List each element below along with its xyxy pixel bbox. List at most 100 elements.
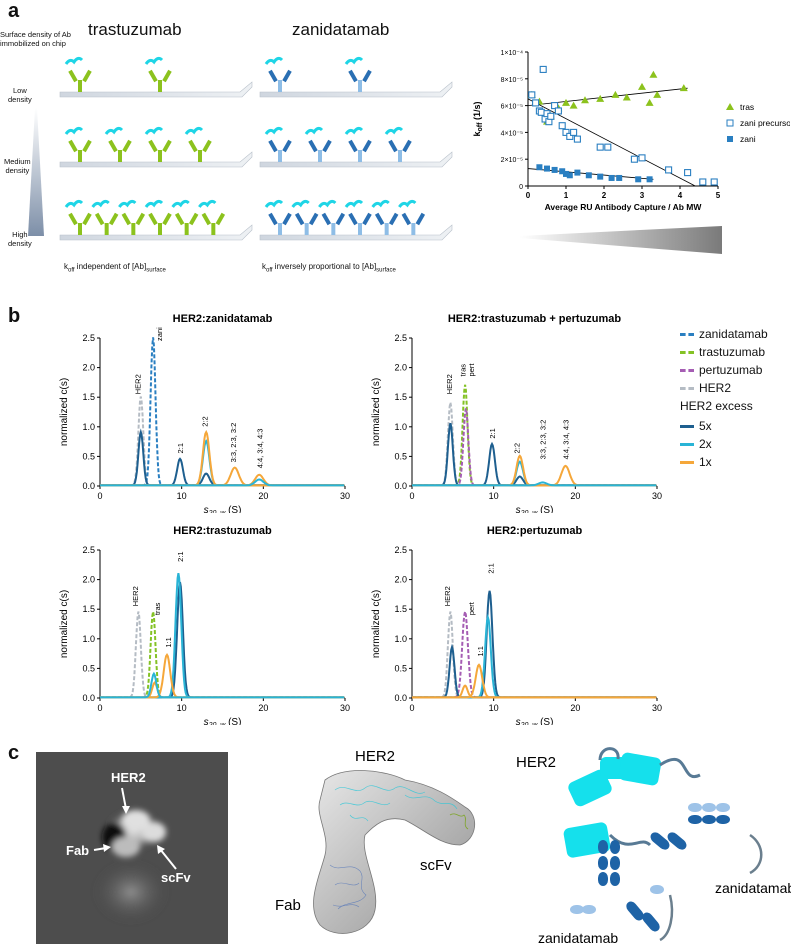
koff-point-zani-precursor [665, 166, 673, 174]
sv-y-label: normalized c(s) [371, 590, 382, 658]
zani-scfv [702, 803, 716, 812]
legend-label: HER2 [699, 381, 732, 395]
antibody-stem [104, 223, 109, 235]
panel-b-letter: b [8, 305, 21, 327]
sv-x-tick-label: 30 [652, 703, 662, 713]
koff-point-tras [622, 93, 631, 101]
sv-x-tick-label: 0 [97, 491, 102, 501]
zani-scfv [570, 905, 584, 914]
koff-point-zani [635, 176, 642, 183]
antibody-stem [384, 223, 389, 235]
koff-x-tick-label: 5 [716, 191, 721, 200]
zani-domain [610, 872, 620, 886]
zani-domain [598, 856, 608, 870]
sv-peak-1x [412, 454, 657, 487]
sv-y-tick-label: 2.5 [82, 333, 95, 343]
her2-domain [618, 752, 662, 786]
koff-point-zani [544, 165, 550, 172]
sv-peak-1x [412, 464, 657, 487]
sv-chart-title: HER2:trastuzumab + pertuzumab [448, 313, 622, 325]
chip-surface [259, 81, 453, 98]
sv-x-label: s20, w (S) [516, 505, 554, 513]
antibody-arm [82, 139, 92, 153]
sv-annotation: 2:2 [513, 443, 522, 453]
sv-y-tick-label: 0.0 [394, 693, 407, 703]
antibody-arm [148, 212, 158, 226]
her2-bound [344, 56, 364, 65]
sv-chart-title: HER2:trastuzumab [173, 525, 272, 537]
sv-annotation: 1:1 [164, 637, 173, 647]
zani-domain [598, 840, 608, 854]
sv-x-tick-label: 20 [570, 703, 580, 713]
sv-annotation: 1:1 [476, 646, 485, 656]
koff-point-zani [574, 169, 581, 176]
antibody-stem [78, 80, 82, 92]
rotation-arrow [749, 833, 763, 875]
zani-fc [642, 912, 660, 932]
legend-excess-item: 5x [680, 417, 790, 435]
antibody-stem [304, 223, 309, 235]
koff-point-zani-precursor [630, 155, 638, 163]
koff-point-tras [645, 98, 654, 106]
koff-inverse-note: koff inversely proportional to [Ab]surfa… [262, 262, 396, 274]
map-fab-label: Fab [275, 897, 301, 914]
antibody-arm [268, 212, 278, 226]
koff-x-tick-label: 0 [526, 191, 531, 200]
antibody-arm [135, 212, 146, 226]
sv-y-tick-label: 2.0 [394, 575, 407, 585]
legend-label: zanidatamab [699, 327, 768, 341]
sv-y-tick-label: 0.0 [82, 481, 95, 491]
panel-c-letter: c [8, 742, 20, 764]
sv-chart-zanidatamab: HER2:zanidatamab 0.0 0.5 1.0 1.5 2.0 2.5 0 10 20 3… [59, 313, 350, 513]
em-class-average-image: HER2 Fab scFv [36, 752, 228, 944]
her2-bound [264, 126, 284, 135]
em-scfv-label: scFv [161, 870, 191, 885]
sv-y-tick-label: 2.0 [82, 575, 95, 585]
koff-y-label: koff (1/s) [472, 102, 484, 137]
sv-annotation: 4:4, 3:4, 4:3 [562, 420, 571, 460]
antibody-arm [348, 212, 358, 226]
koff-point-zani [646, 176, 653, 183]
sv-y-tick-label: 0.5 [394, 451, 407, 461]
antibody-stem [118, 150, 122, 162]
antibody-arm [188, 212, 199, 226]
antibody-arm [308, 212, 319, 226]
antibody-stem [198, 150, 202, 162]
sv-x-tick-label: 20 [258, 491, 268, 501]
antibody-arm [188, 139, 198, 153]
em-her2-label: HER2 [111, 770, 146, 785]
sv-annotation: 2:1 [486, 563, 495, 573]
sv-y-tick-label: 2.5 [394, 545, 407, 555]
koff-point-zani-precursor [562, 128, 570, 136]
koff-y-tick-label: 2×10⁻⁵ [501, 157, 523, 164]
sv-y-tick-label: 2.0 [394, 363, 407, 373]
koff-point-zani-precursor [710, 178, 718, 186]
antibody-arm [348, 139, 358, 153]
her2-bound [344, 199, 364, 208]
sv-peak-1x [412, 684, 657, 699]
sv-y-tick-label: 1.5 [394, 604, 407, 614]
sv-peak-1x [100, 681, 345, 699]
sv-peak-2x [412, 481, 657, 487]
antibody-arm [282, 212, 292, 226]
capture-gradient-wedge [520, 226, 722, 254]
koff-point-zani-precursor [684, 169, 692, 177]
legend-swatch [680, 460, 694, 464]
her2-bound [384, 126, 404, 135]
koff-point-zani [585, 172, 592, 179]
antibody-arm [362, 139, 372, 153]
high-density-label: High density [8, 230, 32, 248]
zani-domain [610, 856, 620, 870]
koff-point-zani-precursor [532, 99, 540, 107]
antibody-arm [122, 139, 132, 153]
legend-label: 5x [699, 419, 712, 433]
legend-label: 2x [699, 437, 712, 451]
antibody-arm [415, 212, 426, 226]
zani-domain [667, 832, 687, 850]
koff-y-tick-label: 6×10⁻⁵ [501, 104, 523, 111]
sv-x-label: s20, w (S) [204, 717, 242, 725]
antibody-arm [215, 212, 226, 226]
antibody-arm [402, 139, 412, 153]
sv-x-tick-label: 20 [570, 491, 580, 501]
antibody-stem [358, 150, 362, 162]
